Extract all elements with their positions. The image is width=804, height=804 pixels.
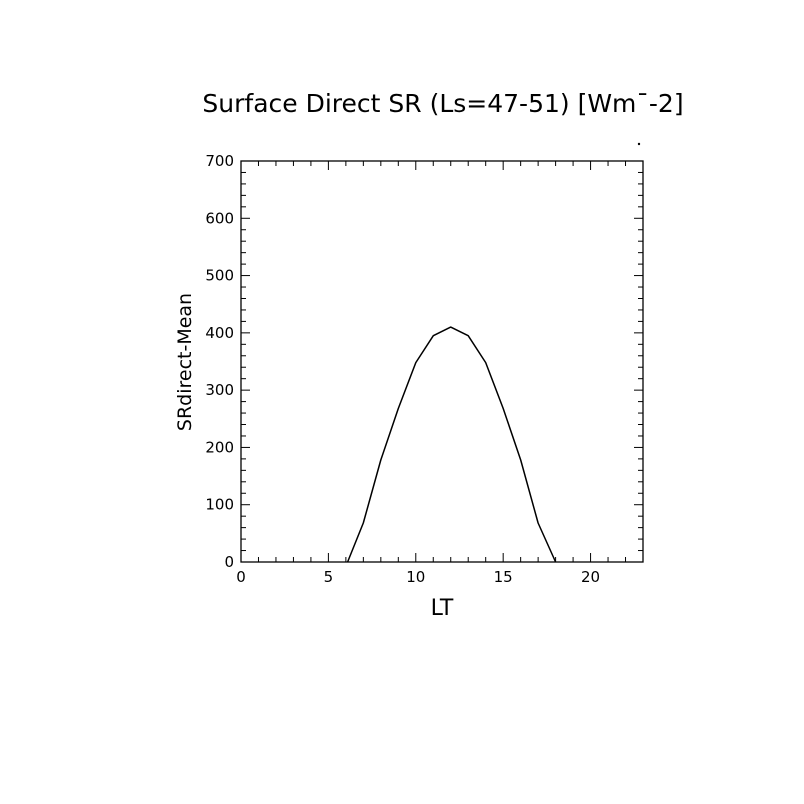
x-axis: 0 5 10 15 20 <box>236 161 644 586</box>
y-tick-label: 100 <box>205 496 234 514</box>
series-line <box>346 326 557 563</box>
y-axis: 0 100 200 300 400 500 600 700 <box>205 152 643 571</box>
y-tick-label: 500 <box>205 267 234 285</box>
y-tick-label: 400 <box>205 324 234 342</box>
y-tick-label: 0 <box>224 553 234 571</box>
x-tick-label: 15 <box>494 568 513 586</box>
x-tick-label: 10 <box>406 568 425 586</box>
y-tick-label: 700 <box>205 152 234 170</box>
x-tick-label: 5 <box>324 568 334 586</box>
y-tick-label: 200 <box>205 438 234 456</box>
x-tick-label: 0 <box>236 568 246 586</box>
corner-marker <box>637 142 641 146</box>
plot-area <box>240 160 644 563</box>
x-axis-label: LT <box>431 596 454 621</box>
y-tick-label: 600 <box>205 209 234 227</box>
chart-title: Surface Direct SR (Ls=47-51) [Wm¯-2] <box>202 89 683 118</box>
x-tick-label: 20 <box>581 568 600 586</box>
plot-border <box>240 160 644 563</box>
series-layer <box>346 326 557 563</box>
y-axis-label: SRdirect-Mean <box>174 293 196 431</box>
y-tick-label: 300 <box>205 381 234 399</box>
